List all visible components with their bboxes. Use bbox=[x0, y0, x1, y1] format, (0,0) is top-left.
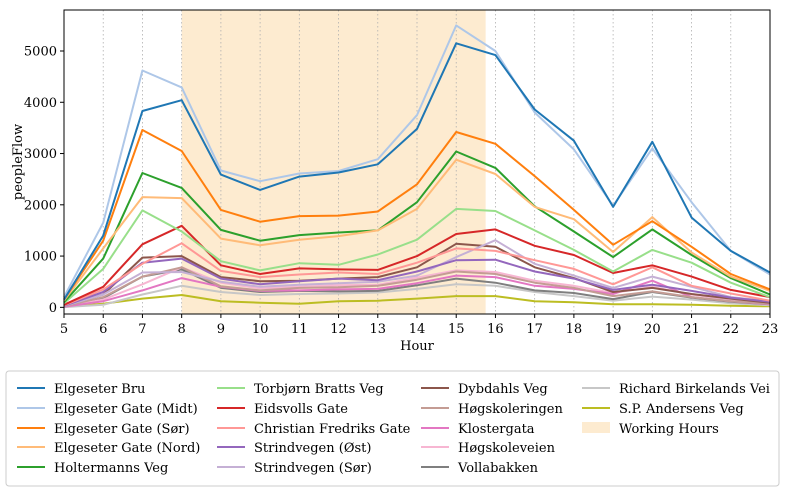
series-line bbox=[63, 24, 771, 298]
legend-item: Elgeseter Gate (Nord) bbox=[17, 441, 200, 456]
legend-label: Elgeseter Bru bbox=[54, 382, 145, 397]
legend-label: Elgeseter Gate (Midt) bbox=[54, 402, 198, 417]
x-tick-label: 10 bbox=[252, 322, 269, 337]
legend-item: Høgskoleveien bbox=[421, 441, 556, 456]
x-tick-label: 22 bbox=[723, 322, 740, 337]
x-tick-label: 5 bbox=[60, 322, 68, 337]
legend-label: Høgskoleringen bbox=[458, 402, 563, 417]
series-line bbox=[63, 274, 771, 308]
legend-item: Elgeseter Gate (Midt) bbox=[17, 402, 198, 417]
x-axis-ticks: 5 6 7 8 9 10 11 12 13 14 15 16 17 18 19 20 21 22 23 bbox=[60, 314, 778, 337]
series-line bbox=[63, 158, 771, 302]
x-tick-label: 7 bbox=[138, 322, 146, 337]
y-tick-label: 3000 bbox=[24, 147, 57, 162]
series-line bbox=[63, 294, 771, 308]
y-axis-label: peopleFlow bbox=[11, 124, 26, 200]
legend-item: Christian Fredriks Gate bbox=[217, 422, 411, 437]
x-tick-label: 11 bbox=[291, 322, 308, 337]
legend-item: Vollabakken bbox=[421, 461, 539, 476]
legend-label: S.P. Andersens Veg bbox=[619, 402, 744, 417]
series-line bbox=[63, 42, 771, 301]
x-tick-label: 21 bbox=[683, 322, 700, 337]
x-tick-label: 9 bbox=[217, 322, 225, 337]
legend-item: Strindvegen (Sør) bbox=[217, 461, 372, 476]
series-line bbox=[63, 266, 771, 308]
legend-item: Dybdahls Veg bbox=[421, 382, 548, 397]
legend-item: S.P. Andersens Veg bbox=[582, 402, 744, 417]
legend-item: Elgeseter Bru bbox=[17, 382, 145, 397]
y-tick-label: 5000 bbox=[24, 45, 57, 60]
x-tick-label: 15 bbox=[448, 322, 465, 337]
legend-item: Klostergata bbox=[421, 422, 535, 437]
legend-label: Holtermanns Veg bbox=[54, 461, 168, 476]
series-line bbox=[63, 150, 771, 303]
x-tick-label: 13 bbox=[370, 322, 387, 337]
legend-item: Holtermanns Veg bbox=[17, 461, 168, 476]
y-tick-label: 4000 bbox=[24, 96, 57, 111]
series-line bbox=[63, 257, 771, 307]
series-line bbox=[63, 207, 771, 304]
legend-swatch-patch bbox=[582, 422, 610, 433]
legend-label: Eidsvolls Gate bbox=[254, 402, 348, 417]
legend-item: Torbjørn Bratts Veg bbox=[217, 382, 384, 397]
legend-label: Klostergata bbox=[458, 422, 535, 437]
legend-label: Christian Fredriks Gate bbox=[254, 422, 411, 437]
series-line bbox=[63, 242, 771, 307]
x-tick-label: 18 bbox=[566, 322, 583, 337]
legend-item: Richard Birkelands Vei bbox=[582, 382, 770, 397]
legend-label: Strindvegen (Sør) bbox=[254, 461, 372, 476]
x-tick-label: 12 bbox=[330, 322, 347, 337]
legend-item: Working Hours bbox=[582, 422, 719, 437]
x-axis-label: Hour bbox=[400, 339, 435, 354]
series-line bbox=[63, 283, 771, 309]
y-tick-label: 0 bbox=[49, 301, 57, 316]
series-line bbox=[63, 129, 771, 301]
series-lines bbox=[63, 24, 771, 309]
x-tick-label: 14 bbox=[409, 322, 426, 337]
legend-box bbox=[5, 370, 780, 487]
series-line bbox=[63, 239, 771, 308]
legend-label: Torbjørn Bratts Veg bbox=[254, 382, 384, 397]
legend-label: Vollabakken bbox=[457, 461, 539, 476]
legend-item: Eidsvolls Gate bbox=[217, 402, 348, 417]
legend-label: Dybdahls Veg bbox=[458, 382, 548, 397]
y-axis-ticks: 0 1000 2000 3000 4000 5000 bbox=[24, 45, 64, 316]
x-tick-label: 23 bbox=[762, 322, 779, 337]
x-tick-label: 17 bbox=[526, 322, 543, 337]
legend-item: Høgskoleringen bbox=[421, 402, 563, 417]
x-tick-label: 20 bbox=[644, 322, 661, 337]
legend-label: Strindvegen (Øst) bbox=[254, 441, 371, 456]
y-tick-label: 1000 bbox=[24, 250, 57, 265]
legend-item: Elgeseter Gate (Sør) bbox=[17, 422, 190, 437]
y-tick-label: 2000 bbox=[24, 198, 57, 213]
x-tick-label: 8 bbox=[178, 322, 186, 337]
x-tick-label: 19 bbox=[605, 322, 622, 337]
legend-label: Høgskoleveien bbox=[458, 441, 556, 456]
x-tick-label: 16 bbox=[487, 322, 504, 337]
legend-item: Strindvegen (Øst) bbox=[217, 441, 371, 456]
legend-label: Elgeseter Gate (Sør) bbox=[54, 422, 190, 437]
legend-label: Richard Birkelands Vei bbox=[619, 382, 770, 397]
x-tick-label: 6 bbox=[99, 322, 107, 337]
series-line bbox=[63, 242, 771, 307]
legend-label: Elgeseter Gate (Nord) bbox=[54, 441, 200, 456]
legend-label: Working Hours bbox=[619, 422, 719, 437]
legend: Elgeseter Bru Elgeseter Gate (Midt) Elgese… bbox=[5, 370, 780, 487]
series-line bbox=[63, 224, 771, 306]
